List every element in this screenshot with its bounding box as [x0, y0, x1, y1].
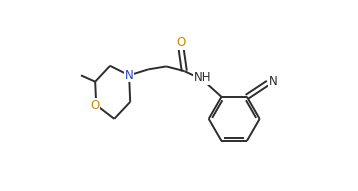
Text: N: N	[125, 69, 134, 82]
Text: N: N	[268, 75, 277, 88]
Text: O: O	[176, 36, 186, 49]
Text: O: O	[91, 99, 100, 112]
Text: NH: NH	[194, 71, 211, 84]
